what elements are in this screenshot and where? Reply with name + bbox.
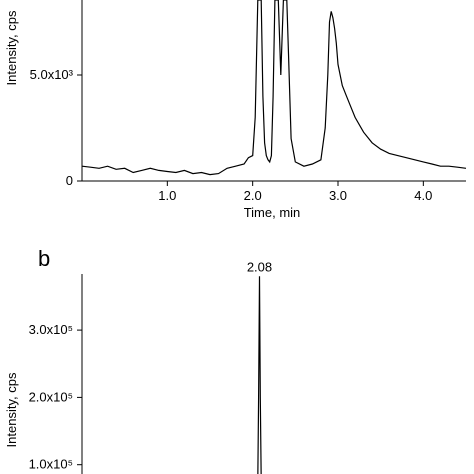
panel-a: Intensity, cps Time, min 1.0 2.0 3.0 4.0 0 5… — [4, 0, 467, 220]
panel-a-x-tick-label: 1.0 — [158, 188, 176, 203]
panel-b-y-axis-title: Intensity, cps — [4, 372, 19, 447]
panel-b-peak-label: 2.08 — [247, 259, 272, 274]
panel-a-y-axis-title: Intensity, cps — [4, 10, 19, 85]
panel-a-y-ticks: 0 5.0x10³ — [30, 67, 82, 188]
panel-b-series-line — [257, 276, 262, 474]
panel-a-x-axis-title: Time, min — [244, 205, 301, 220]
panel-a-y-tick-label: 5.0x10³ — [30, 67, 74, 82]
panel-a-series-line — [81, 0, 467, 176]
panel-a-x-tick-label: 3.0 — [329, 188, 347, 203]
panel-a-x-ticks: 1.0 2.0 3.0 4.0 — [158, 181, 432, 203]
panel-b-y-tick-label: 1.0x10⁵ — [29, 457, 73, 472]
panel-b-y-tick-label: 3.0x10⁵ — [29, 322, 73, 337]
panel-b-y-ticks: 1.0x10⁵ 2.0x10⁵ 3.0x10⁵ — [29, 322, 82, 472]
panel-a-x-tick-label: 2.0 — [244, 188, 262, 203]
panel-b: b Intensity, cps 1.0x10⁵ 2.0x10⁵ 3.0x10⁵ 2… — [4, 246, 272, 474]
panel-b-y-tick-label: 2.0x10⁵ — [29, 389, 73, 404]
panel-b-label: b — [38, 246, 50, 271]
panel-a-x-tick-label: 4.0 — [414, 188, 432, 203]
panel-a-y-tick-label: 0 — [66, 173, 73, 188]
